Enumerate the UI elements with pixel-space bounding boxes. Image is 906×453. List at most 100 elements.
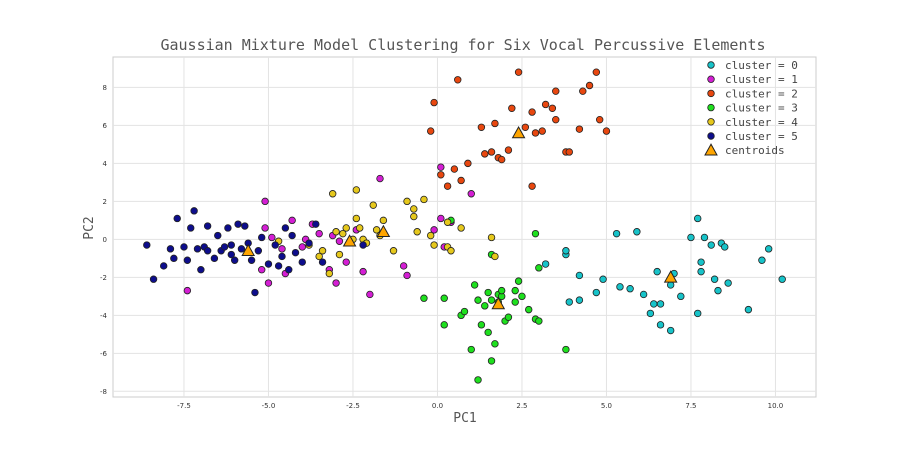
cluster-3-point (531, 229, 540, 238)
cluster-5-point (224, 224, 232, 232)
cluster-4-point (410, 205, 418, 213)
cluster-2-point (528, 182, 536, 190)
cluster-2-point (487, 148, 496, 156)
cluster-3-point (511, 286, 519, 295)
y-tick-label: -6 (100, 350, 108, 358)
cluster-5-point (359, 241, 367, 249)
cluster-4-point (457, 224, 465, 232)
x-tick-label: 10.0 (768, 402, 784, 410)
cluster-0-point (724, 279, 732, 287)
cluster-4-point (430, 241, 438, 249)
cluster-2-point (437, 171, 445, 179)
cluster-2-point (541, 100, 550, 109)
cluster-1-point (315, 229, 323, 238)
cluster-2-point (481, 150, 489, 158)
y-tick-label: 6 (103, 122, 108, 130)
cluster-0-point (697, 267, 705, 276)
cluster-4-point (443, 218, 452, 226)
cluster-0-point (700, 233, 709, 242)
cluster-5-point (251, 288, 259, 297)
cluster-1-point (261, 197, 269, 206)
cluster-5-point (227, 241, 235, 249)
legend-label-cluster-4: cluster = 4 (725, 116, 798, 129)
cluster-3-point (470, 281, 479, 289)
cluster-4-point (356, 224, 364, 232)
legend-marker-cluster-2 (707, 89, 715, 98)
chart-title: Gaussian Mixture Model Clustering for Si… (160, 36, 765, 54)
cluster-2-point (575, 125, 584, 133)
cluster-5-point (298, 258, 306, 266)
cluster-1-point (467, 190, 475, 198)
cluster-5-point (173, 214, 181, 223)
cluster-5-point (214, 231, 222, 240)
cluster-0-point (687, 233, 695, 242)
cluster-3-point (484, 288, 492, 297)
y-axis-label: PC2 (82, 216, 97, 239)
cluster-1-point (288, 216, 296, 225)
cluster-0-point (639, 290, 648, 299)
cluster-2-point (457, 176, 465, 185)
cluster-1-point (399, 262, 408, 270)
cluster-2-point (497, 155, 506, 164)
cluster-0-point (677, 292, 685, 301)
cluster-1-point (403, 271, 411, 280)
cluster-5-point (210, 254, 219, 263)
cluster-3-point (474, 376, 482, 384)
cluster-5-point (271, 241, 279, 249)
cluster-3-point (420, 294, 428, 302)
data-points (143, 68, 786, 384)
cluster-3-point (491, 340, 499, 348)
cluster-5-point (183, 256, 192, 264)
cluster-0-point (707, 241, 715, 249)
cluster-2-point (450, 165, 459, 173)
cluster-2-point (464, 159, 472, 168)
cluster-5-point (258, 233, 266, 242)
cluster-0-point (541, 260, 550, 268)
cluster-0-point (650, 300, 658, 308)
cluster-3-point (535, 317, 543, 325)
cluster-2-point (514, 68, 523, 76)
cluster-3-point (477, 321, 486, 329)
cluster-5-point (291, 248, 300, 257)
cluster-3-point (481, 302, 489, 310)
cluster-5-point (278, 252, 286, 261)
legend-marker-centroids (704, 143, 718, 156)
cluster-0-point (592, 288, 601, 297)
cluster-5-point (227, 250, 235, 259)
cluster-3-point (514, 277, 523, 285)
cluster-3-point (497, 286, 506, 295)
cluster-1-point (258, 266, 266, 274)
cluster-1-point (332, 279, 340, 287)
cluster-0-point (575, 271, 584, 280)
cluster-4-point (491, 252, 499, 261)
cluster-2-point (427, 127, 435, 135)
cluster-4-point (342, 224, 350, 232)
legend-marker-cluster-5 (707, 132, 715, 140)
cluster-5-point (187, 224, 195, 232)
cluster-2-point (592, 68, 601, 76)
cluster-1-point (261, 224, 269, 232)
cluster-2-point (430, 98, 438, 107)
cluster-0-point (646, 309, 655, 318)
cluster-5-point (193, 245, 202, 253)
y-tick-label: -2 (100, 274, 107, 282)
legend-label-cluster-1: cluster = 1 (725, 73, 798, 86)
cluster-0-point (744, 305, 753, 314)
cluster-4-point (318, 247, 327, 255)
cluster-4-point (487, 233, 496, 242)
cluster-5-point (312, 220, 320, 228)
cluster-5-point (220, 243, 229, 251)
cluster-0-point (612, 229, 621, 238)
legend-label-cluster-0: cluster = 0 (725, 59, 798, 72)
cluster-2-point (579, 87, 587, 95)
cluster-5-point (197, 266, 205, 274)
cluster-1-point (430, 226, 438, 234)
cluster-3-point (562, 345, 570, 354)
cluster-3-point (504, 313, 513, 321)
legend-label-cluster-3: cluster = 3 (725, 102, 798, 115)
cluster-1-point (366, 290, 374, 299)
cluster-0-point (565, 298, 573, 306)
cluster-0-point (656, 321, 665, 329)
